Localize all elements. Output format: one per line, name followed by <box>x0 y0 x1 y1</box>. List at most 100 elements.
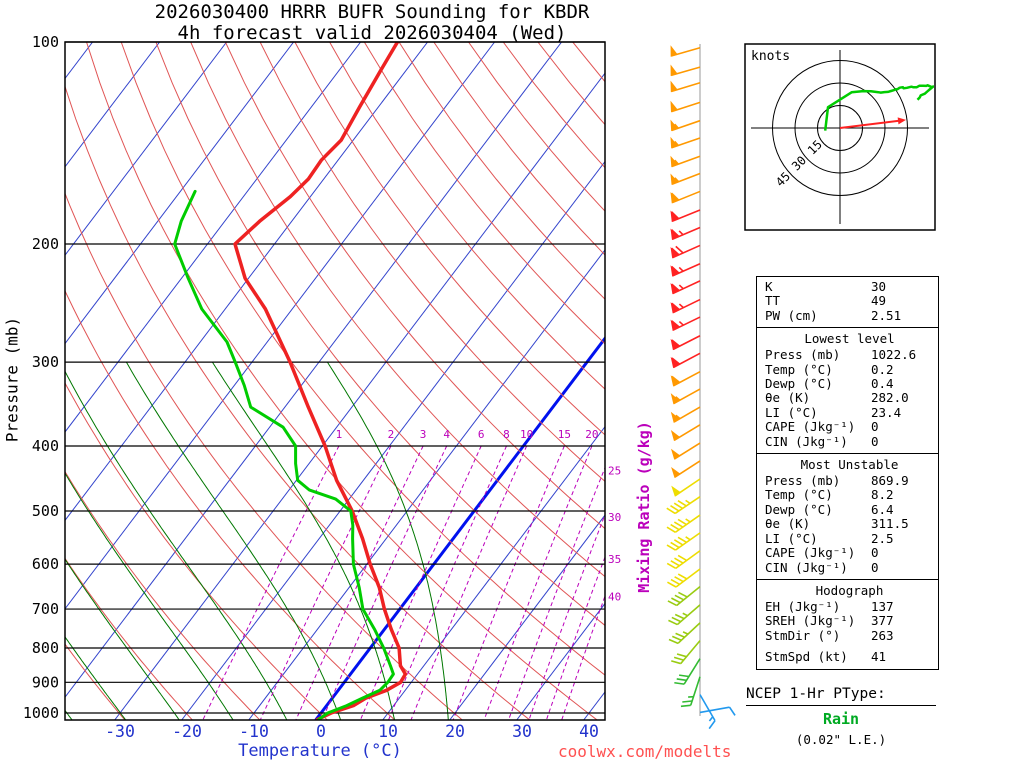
mixing-ratio-value: 1 <box>336 428 343 441</box>
stats-section-hodograph: Hodograph EH (Jkg⁻¹) 137 SREH (Jkg⁻¹) 377 St… <box>757 578 938 669</box>
isotherm <box>449 514 605 720</box>
stat-row: θe (K) 311.5 <box>765 516 934 532</box>
wind-barb <box>670 316 701 331</box>
pressure-tick: 600 <box>32 555 59 573</box>
temperature-tick: -20 <box>172 722 202 741</box>
stat-label: θe (K) <box>765 516 811 532</box>
isotherm <box>248 249 605 720</box>
pressure-tick: 500 <box>32 502 59 520</box>
dry-adiabat <box>65 289 396 720</box>
stats-section-indices: K 30 TT 49 PW (cm) 2.51 <box>757 277 938 327</box>
pressure-axis-label: Pressure (mb) <box>2 316 22 443</box>
stat-label: CAPE (Jkg⁻¹) <box>765 419 856 435</box>
stat-value: 1022.6 <box>871 347 917 363</box>
wind-barb <box>667 568 701 588</box>
temperature-tick: 20 <box>445 722 465 741</box>
stat-label: Press (mb) <box>765 347 841 363</box>
isotherm <box>65 42 362 433</box>
pressure-tick: 200 <box>32 235 59 253</box>
wind-barb <box>670 119 701 132</box>
stat-label: PW (cm) <box>765 307 818 323</box>
mixing-ratio-axis-label: Mixing Ratio (g/kg) <box>635 421 653 593</box>
wind-barb <box>666 550 701 570</box>
wind-barb <box>671 640 701 665</box>
stat-label: CIN (Jkg⁻¹) <box>765 433 848 449</box>
mixing-ratio-line <box>295 445 424 720</box>
stat-row: CAPE (Jkg⁻¹) 0 <box>765 419 934 435</box>
stat-row: Dewp (°C) 6.4 <box>765 502 934 517</box>
dewpoint-curve <box>173 189 395 720</box>
stat-label: CAPE (Jkg⁻¹) <box>765 545 856 561</box>
wind-barb <box>667 585 701 607</box>
wind-barb <box>670 262 701 277</box>
moist-adiabat <box>65 636 127 720</box>
wind-barb <box>670 370 701 387</box>
dry-adiabat <box>120 42 605 676</box>
speed-ring <box>817 105 863 151</box>
stat-row: CIN (Jkg⁻¹) 0 <box>765 433 934 449</box>
skewt-background <box>65 42 605 720</box>
stat-value: 0.4 <box>871 376 894 392</box>
stats-section-most-unstable: Most Unstable Press (mb) 869.9 Temp (°C) 8.… <box>757 453 938 579</box>
stat-label: EH (Jkg⁻¹) <box>765 598 841 614</box>
temperature-tick: 10 <box>378 722 398 741</box>
stat-label: K <box>765 279 773 294</box>
stat-label: LI (°C) <box>765 404 818 420</box>
stat-label: SREH (Jkg⁻¹) <box>765 613 856 629</box>
stats-section-lowest-level: Lowest level Press (mb) 1022.6 Temp (°C) 0.… <box>757 327 938 453</box>
stat-label: Press (mb) <box>765 473 841 489</box>
stat-label: StmDir (°) <box>765 627 841 643</box>
isotherm <box>65 42 161 168</box>
mixing-ratio-line <box>561 594 605 720</box>
wind-barb <box>670 100 701 113</box>
section-header-most-unstable: Most Unstable <box>800 457 899 473</box>
dry-adiabat <box>294 42 605 436</box>
wind-barb <box>670 424 701 442</box>
stat-value: 377 <box>871 613 894 629</box>
isotherm <box>65 42 295 345</box>
wind-barb <box>670 136 701 149</box>
mixing-ratio-line <box>321 445 448 720</box>
ptype-title: NCEP 1-Hr PType: <box>746 686 936 706</box>
stat-row: SREH (Jkg⁻¹) 377 <box>765 613 934 629</box>
mixing-ratio-value: 40 <box>608 590 621 603</box>
isotherm <box>65 42 563 698</box>
wind-barb <box>680 676 701 708</box>
pressure-tick: 400 <box>32 437 59 455</box>
temperature-curve <box>233 42 408 720</box>
stat-row: StmSpd (kt) 41 <box>765 649 934 664</box>
mixing-ratio-line <box>359 445 482 720</box>
moist-adiabat <box>125 361 342 720</box>
mixing-ratio-value: 35 <box>608 553 621 566</box>
stat-row: Press (mb) 1022.6 <box>765 347 934 363</box>
section-header-hodograph: Hodograph <box>815 582 884 598</box>
stat-value: 263 <box>871 627 894 643</box>
wind-barb <box>670 226 701 240</box>
wind-barb <box>666 496 701 515</box>
stat-row: StmDir (°) 263 <box>765 627 934 643</box>
stat-value: 0 <box>871 559 879 575</box>
wind-barb <box>670 80 701 93</box>
wind-barb <box>671 442 701 460</box>
isotherm <box>65 42 496 610</box>
stat-row: CIN (Jkg⁻¹) 0 <box>765 559 934 575</box>
wind-barb <box>699 694 716 730</box>
temperature-axis-label: Temperature (°C) <box>238 741 402 761</box>
mixing-ratio-value: 6 <box>478 428 485 441</box>
dry-adiabat <box>86 42 598 720</box>
stat-value: 869.9 <box>871 473 909 489</box>
isotherm <box>65 42 429 522</box>
dry-adiabat <box>155 42 605 627</box>
stat-value: 49 <box>871 293 887 309</box>
dry-adiabat <box>65 470 261 720</box>
dry-adiabat <box>65 557 194 720</box>
stat-label: Temp (°C) <box>765 361 833 377</box>
mixing-ratio-value: 20 <box>585 428 598 441</box>
moist-adiabat <box>326 361 449 720</box>
wind-barb <box>670 244 701 259</box>
wind-barb <box>670 45 701 57</box>
mixing-ratio-value: 4 <box>443 428 450 441</box>
mixing-ratio-line <box>259 445 392 720</box>
